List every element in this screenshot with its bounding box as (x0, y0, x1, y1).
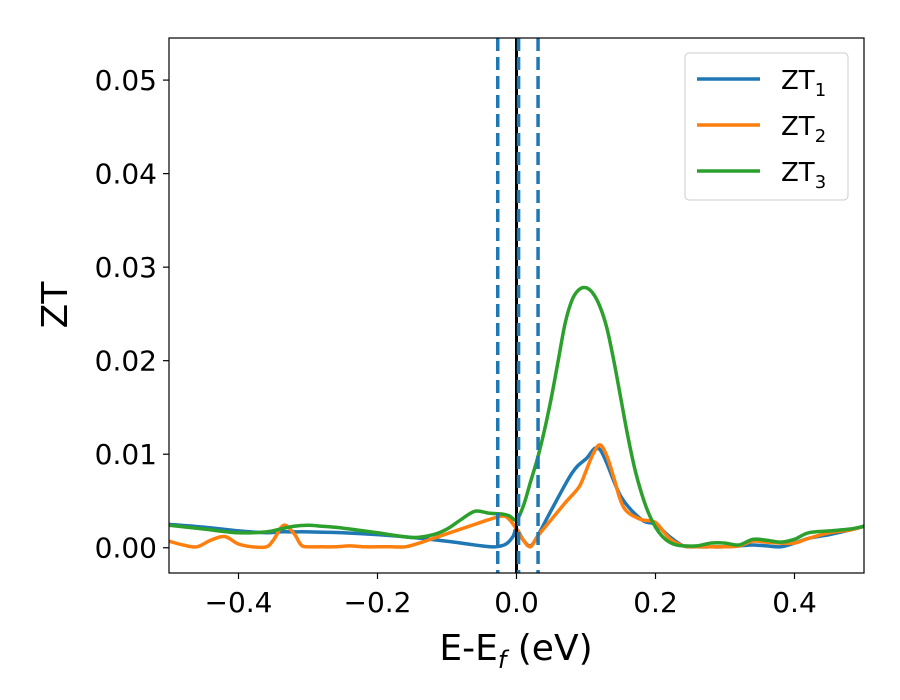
y-tick-label: 0.03 (95, 251, 157, 284)
legend-box (684, 52, 849, 201)
x-tick-label: 0.4 (772, 586, 817, 619)
y-axis-title: ZT (35, 281, 76, 329)
y-tick-label: 0.02 (95, 345, 157, 378)
y-axis-ticks: 0.00 0.01 0.02 0.03 0.04 0.05 (95, 64, 169, 565)
legend: ZT1 ZT2 ZT3 (684, 52, 849, 201)
legend-label: ZT (781, 66, 815, 96)
x-tick-label: 0.0 (494, 586, 539, 619)
reference-lines (495, 38, 540, 573)
svg-text:ZT1: ZT1 (781, 66, 826, 101)
series-line-zt1 (169, 446, 864, 549)
x-tick-label: −0.4 (205, 586, 273, 619)
series-line-zt3 (169, 285, 864, 548)
y-tick-label: 0.01 (95, 438, 157, 471)
x-tick-label: 0.2 (633, 586, 678, 619)
y-tick-label: 0.05 (95, 64, 157, 97)
legend-label: ZT (781, 158, 815, 188)
y-tick-label: 0.04 (95, 158, 157, 191)
x-axis-title: E-Ef (eV) (439, 628, 592, 674)
x-axis-ticks: −0.4 −0.2 0.0 0.2 0.4 (205, 573, 817, 619)
svg-text:ZT2: ZT2 (781, 112, 826, 147)
x-tick-label: −0.2 (344, 586, 412, 619)
legend-label: ZT (781, 112, 815, 142)
y-tick-label: 0.00 (95, 532, 157, 565)
svg-text:ZT3: ZT3 (781, 158, 826, 193)
legend-entry-zt1: ZT1 (697, 66, 826, 101)
legend-entry-zt3: ZT3 (697, 158, 826, 193)
legend-entry-zt2: ZT2 (697, 112, 826, 147)
